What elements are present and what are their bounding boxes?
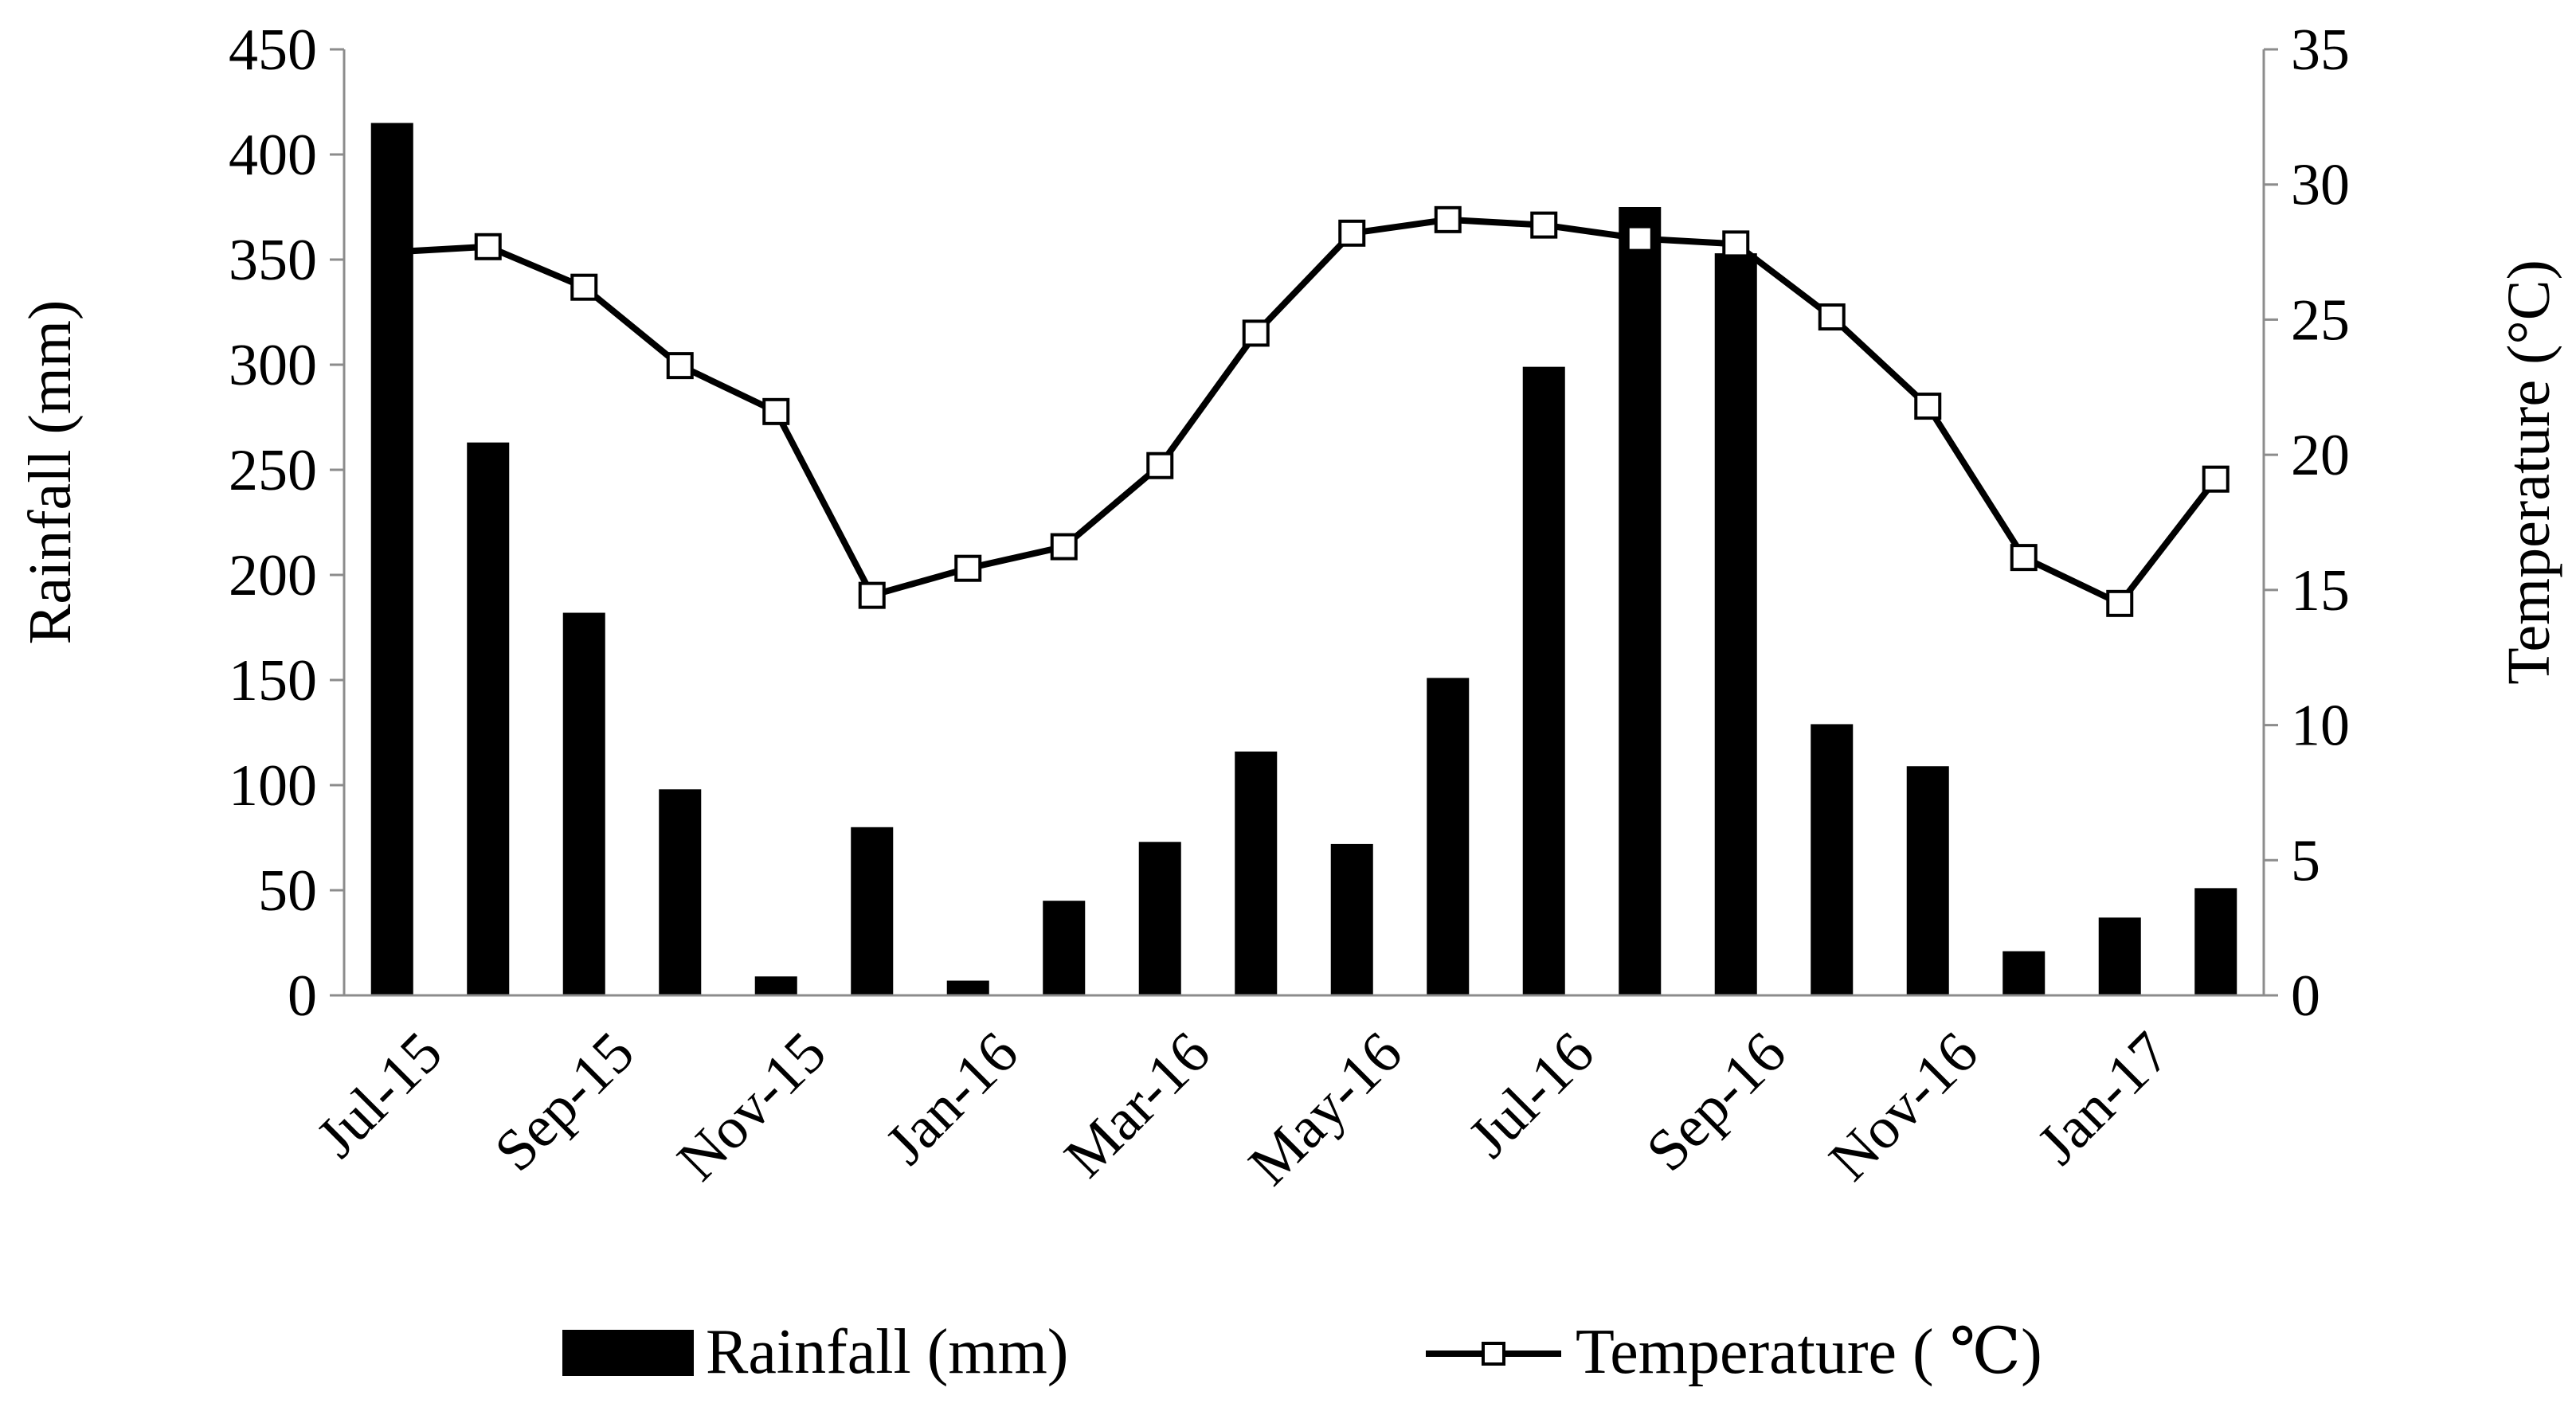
rainfall-bar: [1043, 901, 1086, 995]
rainfall-bar: [467, 442, 510, 995]
rainfall-bar: [1906, 766, 1949, 995]
rainfall-bar: [2002, 951, 2046, 995]
temperature-line-series: [392, 205, 2230, 617]
legend-temperature-marker: [1482, 1342, 1505, 1366]
temperature-point: [2202, 465, 2230, 493]
temperature-point: [1338, 219, 1366, 247]
rainfall-bar: [562, 612, 605, 995]
y-right-tick-label: 20: [2291, 423, 2350, 488]
rainfall-bar: [1714, 253, 1757, 996]
rainfall-bar: [2194, 888, 2237, 995]
x-tick-label: Nov-15: [665, 1020, 839, 1194]
rainfall-bar: [1427, 678, 1470, 995]
legend-rainfall-label: Rainfall (mm): [706, 1317, 1068, 1387]
temperature-point: [474, 233, 502, 260]
y-right-tick-label: 15: [2291, 558, 2350, 623]
rainfall-bar: [1138, 842, 1181, 995]
legend: Rainfall (mm) Temperature ( ℃): [562, 1317, 2042, 1387]
rainfall-bar: [1330, 843, 1373, 995]
temperature-point: [1146, 451, 1174, 479]
legend-rainfall-swatch: [562, 1330, 694, 1376]
y-axis-left-title: Rainfall (mm): [17, 300, 84, 645]
temperature-point: [1050, 533, 1078, 561]
rainfall-bar: [1235, 751, 1278, 995]
axes: [330, 48, 2278, 997]
y-left-tick-label: 150: [229, 648, 317, 713]
rainfall-bar: [2098, 917, 2141, 995]
rainfall-bar: [946, 980, 989, 995]
y-right-tick-label: 0: [2291, 964, 2320, 1029]
rainfall-bar: [1811, 724, 1854, 995]
temperature-point: [858, 581, 886, 609]
y-axis-right-title: Temperature (°C): [2496, 260, 2562, 685]
rainfall-bar: [1522, 366, 1565, 995]
x-tick-label: Mar-16: [1052, 1020, 1223, 1190]
y-left-tick-label: 250: [229, 438, 317, 503]
y-left-tick-label: 300: [229, 333, 317, 398]
x-tick-label: Jan-16: [873, 1020, 1030, 1177]
x-tick-label: Sep-16: [1634, 1020, 1799, 1184]
y-right-tick-label: 25: [2291, 287, 2350, 353]
temperature-point: [1242, 319, 1270, 347]
y-left-tick-label: 400: [229, 123, 317, 188]
temperature-point: [2010, 544, 2038, 572]
rainfall-bar: [851, 827, 894, 995]
temperature-point: [570, 273, 598, 301]
rainfall-bar: [1619, 207, 1662, 995]
temperature-point: [1434, 205, 1462, 233]
y-right-tick-label: 5: [2291, 828, 2320, 893]
y-right-tick-label: 30: [2291, 153, 2350, 218]
temperature-point: [2106, 589, 2134, 617]
temperature-point: [1818, 303, 1846, 331]
rainfall-bar: [659, 789, 702, 995]
temperature-point: [1626, 225, 1654, 252]
y-left-tick-label: 450: [229, 18, 317, 83]
y-right-tick-label: 10: [2291, 694, 2350, 759]
x-tick-label: Sep-15: [483, 1020, 647, 1184]
y-left-tick-label: 350: [229, 228, 317, 293]
y-left-tick-label: 100: [229, 753, 317, 819]
temperature-point: [762, 397, 790, 425]
temperature-point: [666, 352, 694, 380]
x-tick-label: May-16: [1236, 1020, 1415, 1198]
x-tick-label: Jan-17: [2025, 1020, 2182, 1177]
temperature-point: [954, 554, 982, 582]
y-left-tick-label: 200: [229, 543, 317, 608]
rainfall-bar: [754, 976, 797, 995]
temperature-point: [1722, 230, 1750, 258]
x-tick-label: Jul-16: [1456, 1020, 1607, 1171]
y-left-tick-label: 50: [258, 858, 317, 924]
y-left-tick-label: 0: [288, 964, 317, 1029]
temperature-point: [1530, 211, 1558, 239]
tick-labels: 0 50 100 150 200 250 300 350 400 450 0 5 10 15 20 25 30 3…: [229, 18, 2350, 1198]
x-tick-label: Nov-16: [1817, 1020, 1991, 1194]
rainfall-bars: [370, 123, 2237, 996]
temperature-point: [1914, 393, 1942, 420]
rainfall-bar: [370, 123, 413, 995]
y-right-tick-label: 35: [2291, 18, 2350, 83]
x-tick-label: Jul-15: [304, 1020, 455, 1171]
temperature-line: [392, 216, 2218, 607]
legend-temperature-label: Temperature ( ℃): [1576, 1317, 2042, 1387]
